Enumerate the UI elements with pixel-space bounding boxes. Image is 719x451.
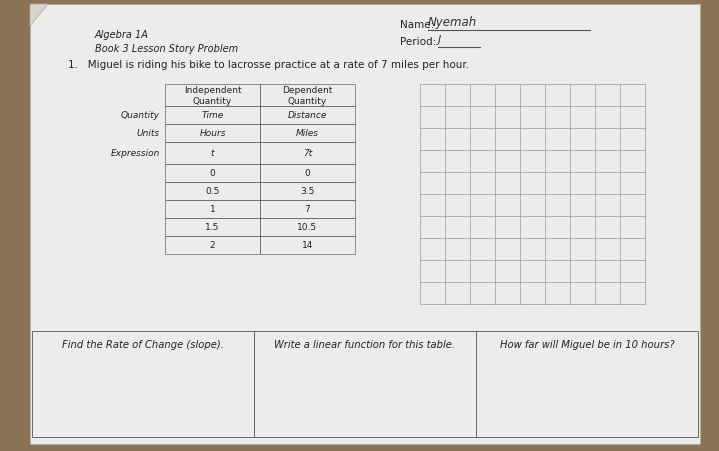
Bar: [260, 236, 355, 254]
Text: Nyemah: Nyemah: [428, 16, 477, 29]
Text: 0: 0: [210, 169, 216, 178]
Text: 0.5: 0.5: [206, 187, 220, 196]
Text: Dependent
Quantity: Dependent Quantity: [283, 86, 333, 106]
Bar: [254, 331, 476, 437]
Text: J: J: [438, 35, 441, 45]
Text: 1.   Miguel is riding his bike to lacrosse practice at a rate of 7 miles per hou: 1. Miguel is riding his bike to lacrosse…: [68, 60, 469, 70]
Bar: [165, 85, 260, 107]
Text: Hours: Hours: [199, 129, 226, 138]
Bar: [260, 85, 355, 107]
Bar: [32, 331, 254, 437]
Text: Miles: Miles: [296, 129, 319, 138]
Bar: [165, 125, 260, 143]
Polygon shape: [30, 5, 48, 27]
Bar: [165, 219, 260, 236]
Bar: [165, 201, 260, 219]
Text: 0: 0: [305, 169, 311, 178]
Text: Find the Rate of Change (slope).: Find the Rate of Change (slope).: [62, 339, 224, 349]
Text: t: t: [211, 149, 214, 158]
Text: 3.5: 3.5: [301, 187, 315, 196]
Text: Book 3 Lesson Story Problem: Book 3 Lesson Story Problem: [95, 44, 238, 54]
Text: 14: 14: [302, 241, 313, 250]
Bar: [260, 165, 355, 183]
Bar: [260, 201, 355, 219]
Text: 2: 2: [210, 241, 215, 250]
Text: Time: Time: [201, 111, 224, 120]
Bar: [165, 236, 260, 254]
Text: Expression: Expression: [111, 149, 160, 158]
Bar: [260, 143, 355, 165]
Bar: [165, 143, 260, 165]
Text: Period:: Period:: [400, 37, 436, 47]
Text: 7: 7: [305, 205, 311, 214]
Text: Quantity: Quantity: [121, 111, 160, 120]
Text: Independent
Quantity: Independent Quantity: [183, 86, 242, 106]
Text: 1.5: 1.5: [206, 223, 220, 232]
Text: Units: Units: [137, 129, 160, 138]
Bar: [260, 183, 355, 201]
Bar: [260, 219, 355, 236]
Text: Algebra 1A: Algebra 1A: [95, 30, 149, 40]
Text: 7t: 7t: [303, 149, 312, 158]
Text: Write a linear function for this table.: Write a linear function for this table.: [275, 339, 456, 349]
Bar: [260, 107, 355, 125]
Text: Distance: Distance: [288, 111, 327, 120]
Bar: [165, 107, 260, 125]
Bar: [476, 331, 698, 437]
Text: How far will Miguel be in 10 hours?: How far will Miguel be in 10 hours?: [500, 339, 674, 349]
Bar: [165, 183, 260, 201]
Bar: [260, 125, 355, 143]
Text: 10.5: 10.5: [298, 223, 318, 232]
Text: 1: 1: [210, 205, 216, 214]
Bar: [165, 165, 260, 183]
Text: Name:: Name:: [400, 20, 434, 30]
